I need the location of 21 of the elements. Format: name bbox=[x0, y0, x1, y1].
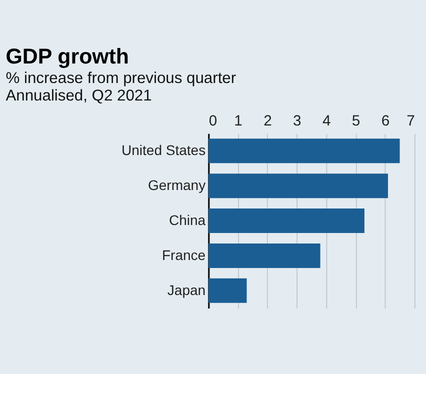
y-tick-label: China bbox=[168, 212, 206, 228]
chart-subtitle: % increase from previous quarter bbox=[6, 70, 236, 88]
x-tick-label: 2 bbox=[264, 114, 272, 130]
y-tick-label: United States bbox=[122, 142, 206, 158]
y-tick-label: France bbox=[162, 246, 206, 263]
x-tick-label: 7 bbox=[406, 114, 415, 130]
x-tick-label: 5 bbox=[352, 114, 360, 130]
y-tick-label: Japan bbox=[167, 282, 206, 298]
x-tick-label: 6 bbox=[381, 114, 390, 130]
bar bbox=[208, 208, 364, 234]
bar bbox=[208, 138, 400, 164]
bar bbox=[208, 243, 320, 268]
x-tick-label: 0 bbox=[208, 114, 218, 130]
x-tick-label: 1 bbox=[234, 114, 242, 130]
chart-title: GDP growth bbox=[6, 44, 130, 68]
bar bbox=[208, 278, 247, 303]
x-tick-label: 4 bbox=[322, 114, 331, 130]
x-tick-label: 3 bbox=[293, 114, 302, 130]
bar bbox=[208, 174, 388, 198]
y-tick-label: Germany bbox=[148, 176, 206, 193]
text: Annualised, Q2 2021 bbox=[6, 87, 152, 104]
